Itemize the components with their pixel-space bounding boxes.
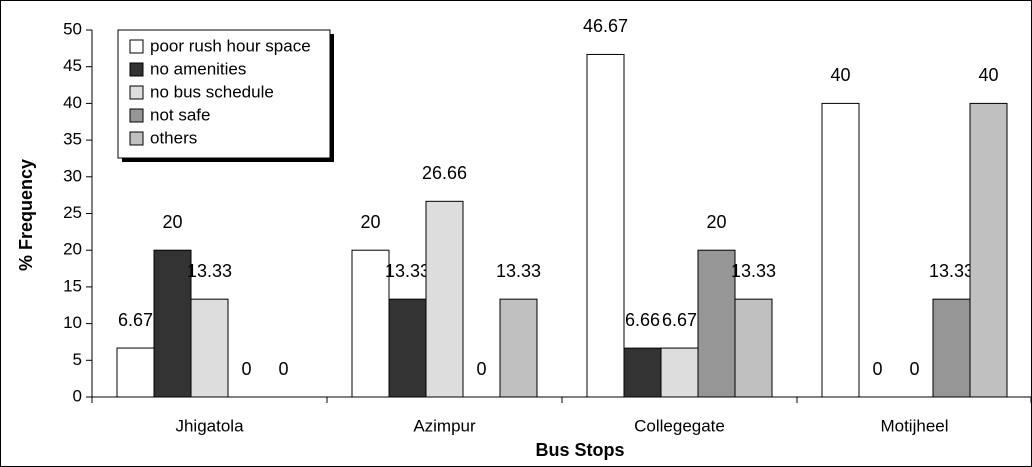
y-tick-label: 40 — [63, 93, 82, 112]
y-tick-label: 20 — [63, 240, 82, 259]
legend-label: no amenities — [150, 59, 246, 78]
bar — [697, 249, 736, 398]
y-tick-label: 35 — [63, 130, 82, 149]
bar — [660, 347, 699, 398]
legend-label: no bus schedule — [150, 82, 274, 101]
y-tick-label: 5 — [73, 350, 82, 369]
y-tick-label: 10 — [63, 313, 82, 332]
legend-label: poor rush hour space — [150, 36, 311, 55]
data-label: 0 — [241, 359, 251, 379]
legend-swatch — [129, 62, 144, 77]
bar — [586, 53, 625, 398]
x-tick-label: Azimpur — [413, 416, 476, 435]
data-label: 6.66 — [625, 310, 660, 330]
legend-swatch — [129, 39, 144, 54]
y-tick-label: 25 — [63, 203, 82, 222]
y-axis-title: % Frequency — [16, 159, 36, 271]
data-label: 40 — [830, 65, 850, 85]
data-label: 20 — [706, 212, 726, 232]
bar — [623, 347, 662, 398]
bar — [190, 298, 229, 398]
data-label: 13.33 — [187, 261, 232, 281]
x-axis-title: Bus Stops — [535, 440, 624, 460]
data-label: 6.67 — [662, 310, 697, 330]
x-tick-label: Jhigatola — [175, 416, 244, 435]
data-label: 20 — [162, 212, 182, 232]
legend — [117, 29, 331, 159]
data-label: 13.33 — [929, 261, 974, 281]
legend-swatch — [129, 108, 144, 123]
y-tick-label: 15 — [63, 276, 82, 295]
bar — [932, 298, 971, 398]
data-label: 6.67 — [118, 310, 153, 330]
data-label: 26.66 — [422, 163, 467, 183]
y-tick-label: 30 — [63, 166, 82, 185]
x-tick-label: Collegegate — [634, 416, 725, 435]
y-tick-label: 45 — [63, 56, 82, 75]
data-label: 0 — [278, 359, 288, 379]
y-tick-label: 0 — [73, 386, 82, 405]
data-label: 20 — [360, 212, 380, 232]
legend-label: others — [150, 128, 197, 147]
legend-label: not safe — [150, 105, 211, 124]
data-label: 0 — [476, 359, 486, 379]
bar — [969, 102, 1008, 398]
data-label: 0 — [909, 359, 919, 379]
bar — [425, 200, 464, 398]
data-label: 40 — [978, 65, 998, 85]
y-tick-label: 50 — [63, 19, 82, 38]
bar — [821, 102, 860, 398]
bar — [116, 347, 155, 398]
legend-swatch — [129, 85, 144, 100]
bar — [499, 298, 538, 398]
data-label: 46.67 — [583, 16, 628, 36]
bar — [388, 298, 427, 398]
data-label: 0 — [872, 359, 882, 379]
bar — [734, 298, 773, 398]
bar — [351, 249, 390, 398]
legend-swatch — [129, 131, 144, 146]
bar — [153, 249, 192, 398]
x-tick-label: Motijheel — [880, 416, 948, 435]
data-label: 13.33 — [496, 261, 541, 281]
data-label: 13.33 — [385, 261, 430, 281]
data-label: 13.33 — [731, 261, 776, 281]
